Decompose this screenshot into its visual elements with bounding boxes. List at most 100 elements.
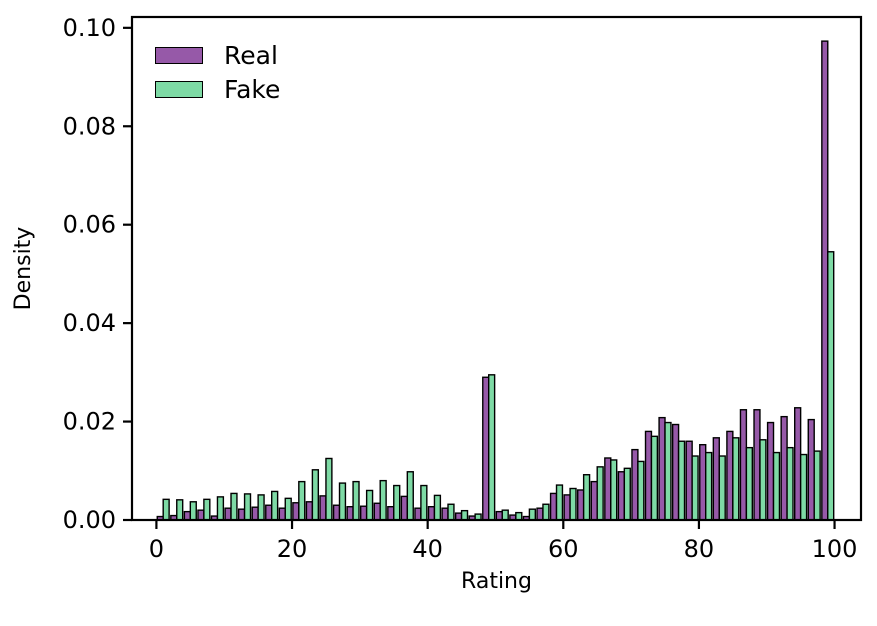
x-tick-label: 60 [548,535,579,563]
bar-real [224,507,232,521]
bar-real [658,416,666,521]
bar-fake [732,437,740,521]
bar-real [807,418,815,521]
bar-fake [311,469,320,521]
bar-real [427,506,436,521]
bar-fake [271,490,279,521]
bar-real [265,504,273,521]
bar-fake [705,451,713,521]
bar-real [319,495,327,521]
x-tick-label: 20 [277,535,308,563]
bar-fake [393,484,401,521]
bar-fake [718,455,726,521]
bar-fake [460,509,469,521]
bar-fake [637,460,645,521]
x-axis-label: Rating [461,569,532,594]
bar-fake [623,467,631,521]
bar-fake [542,503,550,521]
bar-real [305,501,314,521]
bar-fake [569,487,577,521]
bar-fake [230,492,238,521]
bar-fake [691,455,699,521]
bar-fake [650,435,659,521]
bar-fake [298,480,306,521]
x-tick-label: 100 [812,535,858,563]
bar-real [631,448,639,521]
bar-fake [677,440,686,521]
legend-label-fake: Fake [224,74,281,104]
bar-real [251,506,259,521]
bar-fake [338,482,347,521]
bar-real [821,40,829,521]
bar-fake [555,484,564,521]
bar-fake [528,508,537,521]
bar-fake [257,494,265,521]
bar-real [699,444,707,521]
bar-fake [799,453,808,521]
legend-label-real: Real [224,40,278,70]
bar-real [604,457,612,521]
bar-real [712,437,720,521]
bar-fake [813,450,821,521]
bar-real [292,502,300,521]
legend-swatch-real [155,46,203,64]
bar-fake [664,421,672,521]
bar-real [563,494,571,521]
bar-fake [243,493,252,521]
axes-frame [130,15,863,522]
bar-real [753,409,761,521]
bar-fake [284,497,292,521]
bar-real [278,507,286,521]
bar-fake [582,474,591,521]
bar-real [441,507,449,521]
legend-swatch-fake [155,80,203,98]
y-tick-label: 0.06 [63,211,116,239]
bar-real [780,415,788,521]
bar-real [346,506,354,521]
bar-fake [352,480,360,521]
bar-fake [176,499,184,521]
y-tick-label: 0.00 [63,506,116,534]
bar-real [617,471,626,521]
bar-real [183,510,192,521]
bar-real [414,507,422,521]
bar-real [495,510,503,521]
legend: Real Fake [155,38,280,106]
bar-fake [433,494,442,521]
bar-real [671,423,680,521]
bar-fake [406,471,414,521]
x-tick-label: 40 [412,535,443,563]
bar-fake [827,251,835,521]
bar-fake [203,498,211,521]
bar-real [482,376,490,521]
bar-real [577,489,585,521]
y-tick-label: 0.04 [63,309,116,337]
bar-real [726,430,734,521]
x-tick-label: 0 [149,535,164,563]
bar-fake [325,457,333,521]
bar-real [766,421,775,521]
bar-fake [162,498,170,521]
x-tick-label: 80 [684,535,715,563]
bar-fake [447,503,455,521]
bar-real [197,509,205,521]
bar-fake [216,496,225,521]
bar-real [536,507,544,521]
bar-real [400,495,409,521]
y-tick-label: 0.08 [63,112,116,140]
bar-fake [488,374,496,521]
y-axis-label: Density [11,227,36,311]
legend-item-real: Real [155,38,280,72]
bar-fake [501,509,509,521]
legend-item-fake: Fake [155,72,280,106]
bar-fake [596,466,604,521]
bar-real [332,504,341,521]
bar-fake [759,439,767,521]
bar-real [373,502,381,521]
bar-fake [189,501,197,521]
bar-fake [610,459,618,521]
bar-real [794,407,802,521]
bar-real [237,508,246,521]
